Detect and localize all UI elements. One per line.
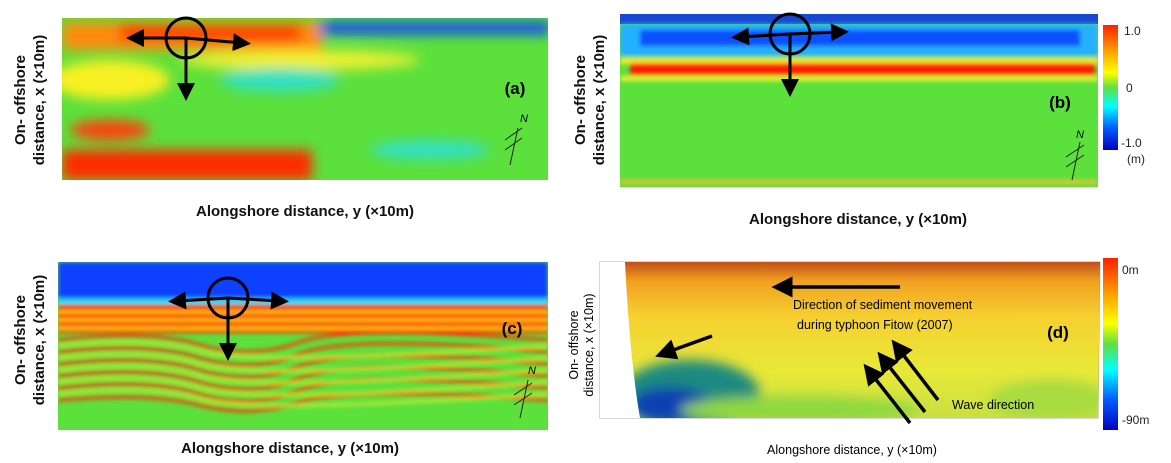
- north-arrow: [504, 127, 523, 166]
- panel-label: (b): [1049, 93, 1071, 112]
- north-arrow: [513, 379, 533, 419]
- colorbar-tick: -1.0: [1121, 136, 1142, 150]
- y-axis-label: On- offshoredistance, x (×10m): [567, 293, 596, 396]
- heatmap: [58, 262, 548, 430]
- colorbar-tick: 1.0: [1124, 24, 1141, 38]
- crosshair: [168, 276, 289, 361]
- x-axis-label: Alongshore distance, y (×10m): [749, 211, 967, 228]
- panel-a: On- offshore distance, x (×10m) Alongshor…: [12, 16, 548, 220]
- annotation: during typhoon Fitow (2007): [797, 318, 953, 332]
- annotation: Wave direction: [952, 398, 1034, 412]
- colorbar: [1103, 258, 1118, 430]
- panel-label: (d): [1047, 323, 1069, 342]
- x-axis-label: Alongshore distance, y (×10m): [767, 443, 937, 457]
- crosshair: [731, 12, 849, 97]
- north-label: N: [520, 113, 528, 125]
- panel-d: 0m -90m On- offshoredistance, x (×10m) A…: [567, 258, 1149, 457]
- heatmap: [620, 14, 1098, 187]
- colorbar: [1103, 25, 1118, 150]
- surface: [600, 262, 1100, 418]
- crosshair: [126, 16, 251, 101]
- north-arrow: [1065, 141, 1085, 181]
- colorbar-tick: 0m: [1122, 263, 1139, 277]
- x-axis-label: Alongshore distance, y (×10m): [181, 440, 399, 457]
- north-label: N: [528, 365, 536, 377]
- panel-label: (c): [502, 319, 523, 338]
- colorbar-tick: -90m: [1122, 413, 1149, 427]
- x-axis-label: Alongshore distance, y (×10m): [196, 203, 414, 220]
- heatmap: [62, 18, 548, 180]
- panel-c: On- offshore distance, x (×10m) Alongshor…: [12, 262, 548, 457]
- arrows: [655, 276, 940, 425]
- annotation: Direction of sediment movement: [793, 298, 973, 312]
- panel-b: 1.0 0 -1.0 (m) On- offshore distance, x (…: [572, 12, 1145, 228]
- colorbar-tick: 0: [1126, 81, 1133, 95]
- north-label: N: [1076, 129, 1084, 141]
- panel-label: (a): [505, 79, 526, 98]
- colorbar-unit: (m): [1127, 152, 1145, 166]
